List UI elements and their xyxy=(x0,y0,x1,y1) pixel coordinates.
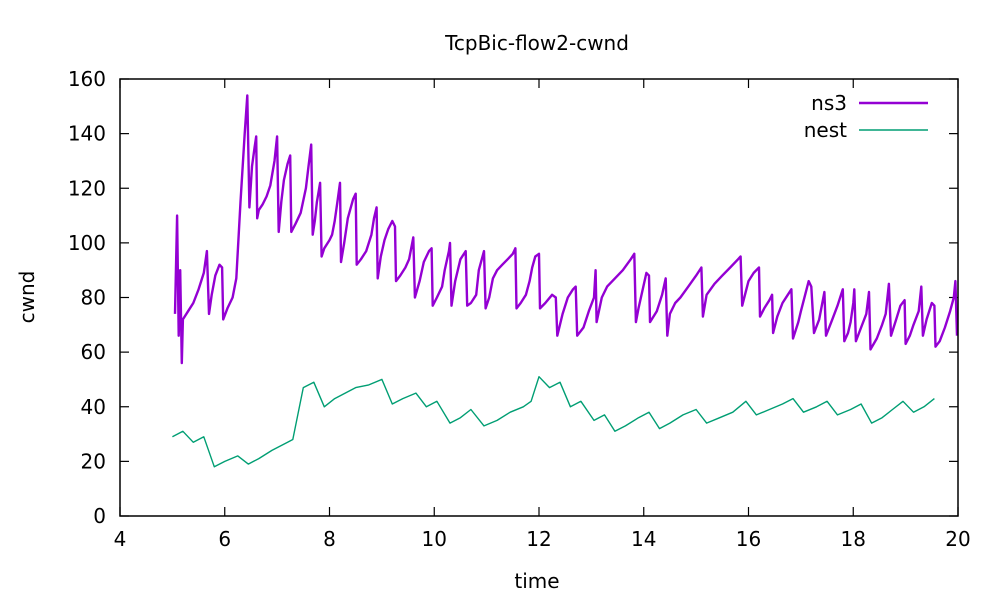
legend-label-ns3: ns3 xyxy=(811,91,847,115)
legend: ns3 nest xyxy=(804,91,928,142)
x-tick-label: 16 xyxy=(736,527,761,551)
y-tick-label: 80 xyxy=(81,286,106,310)
plot-frame xyxy=(119,78,959,517)
y-tick-label: 0 xyxy=(93,504,106,528)
x-tick-label: 10 xyxy=(422,527,447,551)
chart-title: TcpBic-flow2-cwnd xyxy=(444,31,629,55)
series-line-ns3 xyxy=(173,94,959,365)
y-tick-label: 160 xyxy=(68,67,106,91)
x-axis-label: time xyxy=(514,569,559,593)
x-tick-label: 8 xyxy=(323,527,336,551)
series-layer xyxy=(172,94,959,468)
x-tick-label: 20 xyxy=(945,527,970,551)
y-tick-label: 100 xyxy=(68,231,106,255)
x-tick-label: 6 xyxy=(218,527,231,551)
y-axis-label: cwnd xyxy=(15,271,39,324)
legend-label-nest: nest xyxy=(804,118,847,142)
ticks-layer: 4 6 8 10 12 14 16 18 20 0 20 40 60 80 100 120 140 160 xyxy=(68,67,971,551)
y-tick-label: 140 xyxy=(68,122,106,146)
x-tick-label: 12 xyxy=(526,527,551,551)
y-tick-label: 20 xyxy=(81,449,106,473)
x-tick-label: 14 xyxy=(631,527,656,551)
x-tick-label: 18 xyxy=(841,527,866,551)
series-line-nest xyxy=(172,376,935,468)
y-tick-label: 60 xyxy=(81,340,106,364)
y-tick-label: 40 xyxy=(81,395,106,419)
y-tick-label: 120 xyxy=(68,176,106,200)
x-tick-label: 4 xyxy=(114,527,127,551)
